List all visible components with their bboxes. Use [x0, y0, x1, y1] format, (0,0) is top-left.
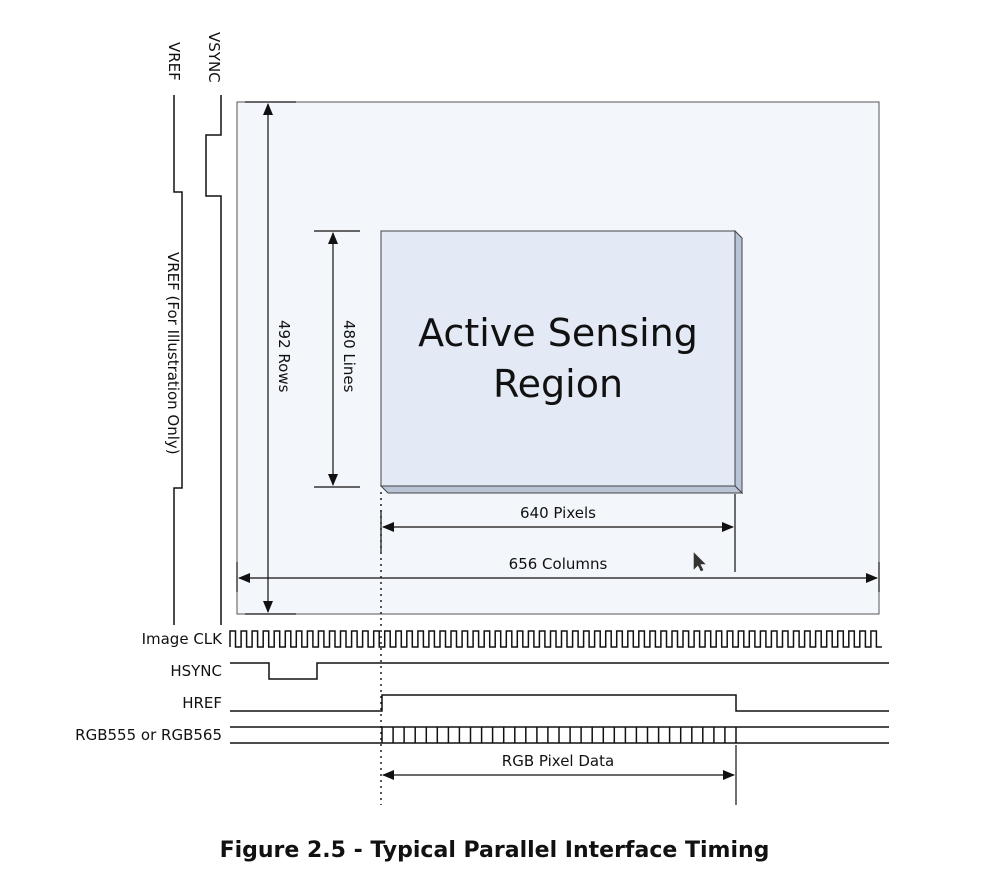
href-label: HREF — [182, 694, 222, 712]
pixels-label: 640 Pixels — [520, 504, 596, 522]
image-clk-waveform — [229, 630, 882, 648]
active-region-label-line2: Region — [493, 362, 623, 406]
vref-note-label: VREF (For Illustration Only) — [164, 252, 182, 455]
image-clk-label: Image CLK — [142, 630, 224, 648]
hsync-waveform — [230, 662, 889, 680]
vref-label: VREF — [165, 42, 183, 81]
lines-dimension — [314, 230, 360, 488]
rows-label: 492 Rows — [275, 320, 293, 393]
vsync-label: VSYNC — [205, 32, 223, 83]
rgb-label: RGB555 or RGB565 — [75, 726, 222, 744]
hsync-label: HSYNC — [170, 662, 222, 680]
columns-label: 656 Columns — [509, 555, 608, 573]
pixel-data-dimension — [382, 745, 737, 805]
rows-dimension — [245, 101, 296, 615]
lines-label: 480 Lines — [340, 320, 358, 393]
figure-caption: Figure 2.5 - Typical Parallel Interface … — [219, 838, 770, 863]
vref-waveform — [173, 95, 183, 625]
pixel-data-label: RGB Pixel Data — [502, 752, 614, 770]
rgb-data-bus — [230, 726, 889, 744]
timing-diagram: Active Sensing Region VREF VSYNC VREF (F… — [75, 32, 889, 805]
pixels-dimension — [380, 494, 736, 572]
vsync-waveform — [205, 95, 222, 625]
active-region-label-line1: Active Sensing — [418, 311, 698, 355]
mouse-cursor-icon — [693, 552, 706, 572]
columns-dimension — [236, 562, 880, 592]
active-sensing-region: Active Sensing Region — [379, 229, 744, 495]
href-waveform — [230, 694, 889, 712]
